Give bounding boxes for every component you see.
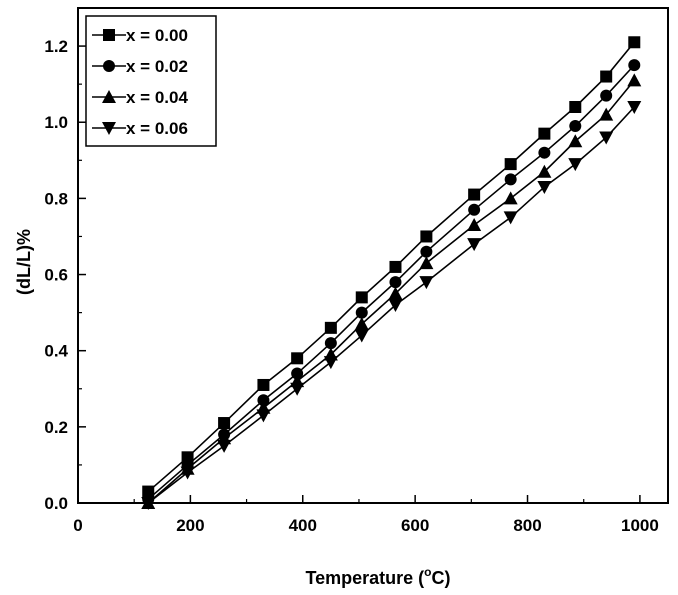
legend-item: x = 0.02 xyxy=(92,57,188,76)
data-point-square xyxy=(600,70,613,83)
data-point-triangle-up xyxy=(503,191,518,205)
data-point-triangle-down xyxy=(256,409,271,423)
data-point-circle xyxy=(468,203,481,216)
data-point-triangle-up xyxy=(102,90,116,103)
legend-item: x = 0.06 xyxy=(92,119,188,138)
data-point-triangle-down xyxy=(290,382,305,396)
data-point-square xyxy=(468,188,481,201)
data-point-circle xyxy=(420,245,433,258)
data-point-circle xyxy=(569,120,582,133)
x-axis-title-main: Temperature ( xyxy=(305,568,424,588)
data-point-triangle-down xyxy=(419,276,434,290)
data-point-triangle-up xyxy=(568,134,583,148)
data-point-triangle-down xyxy=(467,238,482,252)
data-point-square xyxy=(569,101,582,113)
data-point-triangle-down xyxy=(388,299,403,312)
y-tick-label: 0.2 xyxy=(44,418,68,437)
x-tick-label: 0 xyxy=(73,516,82,535)
y-tick-label: 1.2 xyxy=(44,37,68,56)
data-point-triangle-up xyxy=(354,317,369,331)
data-point-triangle-down xyxy=(599,131,614,145)
data-point-square xyxy=(103,29,115,41)
data-point-square xyxy=(355,291,368,304)
y-axis-title: (dL/L)% xyxy=(14,229,34,295)
data-point-triangle-down xyxy=(627,101,642,114)
series-0 xyxy=(142,36,641,498)
x-axis-title-superscript: o xyxy=(424,565,431,579)
data-point-triangle-up xyxy=(419,256,434,270)
data-point-triangle-up xyxy=(388,286,403,300)
data-point-square xyxy=(420,230,433,243)
data-point-circle xyxy=(389,276,402,289)
legend-label: x = 0.04 xyxy=(126,88,188,107)
data-point-square xyxy=(324,321,337,334)
data-point-triangle-up xyxy=(599,107,614,121)
data-point-triangle-down xyxy=(568,158,583,172)
data-point-circle xyxy=(600,89,613,102)
data-point-triangle-down xyxy=(503,211,518,225)
axes-layer: 0 200 400 600 800 1000 0.0 0.2 0.4 0.6 0.8 1.0 1.2 xyxy=(44,7,669,535)
series-3 xyxy=(141,101,642,510)
x-axis-title: Temperature (oC) xyxy=(305,565,450,588)
data-point-triangle-up xyxy=(467,218,482,232)
x-tick-label: 800 xyxy=(513,516,541,535)
data-point-triangle-up xyxy=(537,164,552,178)
data-point-circle xyxy=(504,173,517,186)
plot-frame xyxy=(77,7,669,504)
data-point-square xyxy=(389,260,402,273)
series-layer xyxy=(141,36,642,510)
data-point-triangle-down xyxy=(102,122,116,135)
data-point-square xyxy=(218,417,231,430)
series-1 xyxy=(142,59,641,506)
x-tick-label: 200 xyxy=(176,516,204,535)
data-point-triangle-down xyxy=(354,329,369,343)
data-point-square xyxy=(628,36,641,49)
legend-item: x = 0.00 xyxy=(92,26,188,45)
data-point-triangle-down xyxy=(217,439,232,453)
y-tick-label: 1.0 xyxy=(44,113,68,132)
y-tick-label: 0.0 xyxy=(44,494,68,513)
x-tick-label: 400 xyxy=(289,516,317,535)
data-point-square xyxy=(257,378,270,391)
data-point-triangle-down xyxy=(141,497,156,510)
x-axis-title-end: C) xyxy=(432,568,451,588)
data-point-triangle-down xyxy=(180,466,195,480)
y-tick-label: 0.4 xyxy=(44,342,68,361)
legend-label: x = 0.00 xyxy=(126,26,188,45)
legend-label: x = 0.02 xyxy=(126,57,188,76)
y-tick-label: 0.6 xyxy=(44,266,68,285)
data-point-triangle-down xyxy=(537,180,552,194)
data-point-triangle-down xyxy=(323,356,338,370)
legend-item: x = 0.04 xyxy=(92,88,188,107)
legend: x = 0.00 x = 0.02 x = 0.04 x = 0.06 xyxy=(85,15,217,147)
data-point-circle xyxy=(257,394,270,407)
y-tick-label: 0.8 xyxy=(44,189,68,208)
data-point-square xyxy=(291,352,304,365)
data-point-circle xyxy=(628,59,641,72)
data-point-square xyxy=(538,127,551,140)
data-point-circle xyxy=(324,337,337,350)
data-point-circle xyxy=(103,60,115,72)
data-point-triangle-up xyxy=(627,73,642,87)
legend-label: x = 0.06 xyxy=(126,119,188,138)
data-point-circle xyxy=(355,306,368,319)
data-point-circle xyxy=(291,367,304,380)
x-tick-label: 1000 xyxy=(621,516,659,535)
x-tick-label: 600 xyxy=(401,516,429,535)
data-point-square xyxy=(504,158,517,171)
data-point-circle xyxy=(538,146,551,159)
